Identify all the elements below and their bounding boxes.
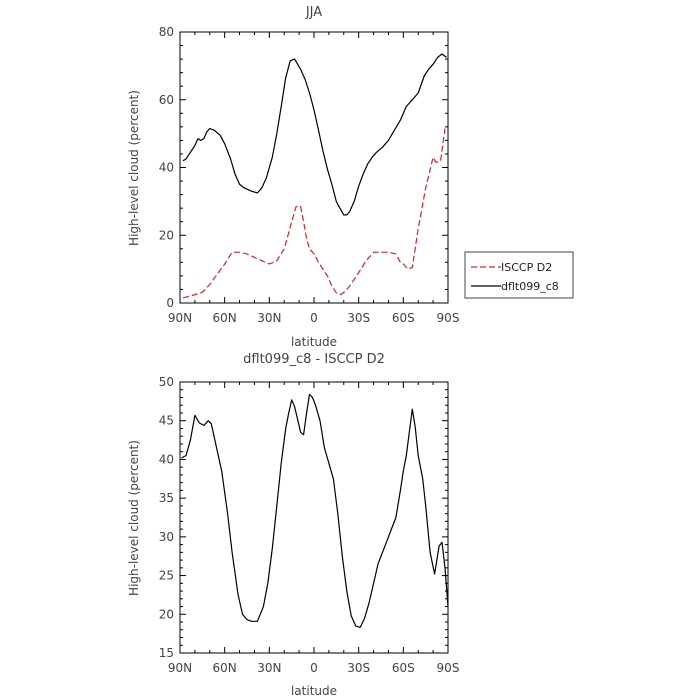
x-tick-label: 90S [437, 311, 460, 325]
x-tick-label: 60S [392, 311, 415, 325]
bottom-plot-frame [179, 381, 449, 654]
y-tick-label: 60 [159, 93, 174, 107]
y-tick-label: 80 [159, 25, 174, 39]
series-line-difference [181, 393, 449, 628]
x-tick-label: 60S [392, 661, 415, 675]
top-x-tick-labels: 90N 60N 30N 0 30S 60S 90S [168, 311, 460, 325]
top-y-tick-labels: 0 20 40 60 80 [159, 25, 174, 310]
y-tick-label: 0 [166, 296, 174, 310]
x-tick-label: 0 [310, 311, 318, 325]
bottom-chart-title: dflt099_c8 - ISCCP D2 [243, 352, 385, 367]
x-tick-label: 30S [347, 661, 370, 675]
y-tick-label: 40 [159, 452, 174, 466]
x-tick-label: 0 [310, 661, 318, 675]
top-panel: JJA 90N 60N 30N 0 30S 60S 90S 0 20 40 60 80 latitu… [127, 5, 459, 349]
y-tick-label: 35 [159, 491, 174, 505]
x-tick-label: 30N [257, 661, 281, 675]
x-tick-label: 60N [213, 311, 237, 325]
x-tick-label: 30N [257, 311, 281, 325]
legend-label-model: dflt099_c8 [501, 280, 559, 293]
y-tick-label: 40 [159, 161, 174, 175]
bottom-axis-ticks [179, 381, 449, 654]
legend-box [464, 251, 574, 299]
legend: ISCCP D2 dflt099_c8 [464, 251, 574, 299]
y-tick-label: 20 [159, 228, 174, 242]
y-tick-label: 25 [159, 569, 174, 583]
top-x-axis-label: latitude [291, 335, 337, 349]
series-line-dflt099-c8 [182, 53, 447, 216]
top-series-layer [182, 53, 447, 299]
series-line-isccp-d2 [182, 128, 446, 299]
bottom-x-tick-labels: 90N 60N 30N 0 30S 60S 90S [168, 661, 460, 675]
y-tick-label: 45 [159, 414, 174, 428]
x-tick-label: 60N [213, 661, 237, 675]
bottom-series-layer [181, 393, 449, 628]
bottom-y-axis-label: High-level cloud (percent) [127, 440, 141, 596]
bottom-panel: dflt099_c8 - ISCCP D2 90N 60N 30N 0 30S 60S 90… [127, 352, 459, 698]
legend-label-isccp: ISCCP D2 [501, 261, 552, 274]
y-tick-label: 20 [159, 607, 174, 621]
top-plot-frame [179, 31, 449, 304]
y-tick-label: 50 [159, 375, 174, 389]
top-y-axis-label: High-level cloud (percent) [127, 90, 141, 246]
bottom-x-axis-label: latitude [291, 684, 337, 698]
x-tick-label: 90N [168, 311, 192, 325]
bottom-y-tick-labels: 15 20 25 30 35 40 45 50 [159, 375, 174, 660]
top-axis-ticks [179, 31, 449, 304]
x-tick-label: 30S [347, 311, 370, 325]
top-chart-title: JJA [305, 5, 322, 20]
x-tick-label: 90N [168, 661, 192, 675]
x-tick-label: 90S [437, 661, 460, 675]
y-tick-label: 15 [159, 646, 174, 660]
y-tick-label: 30 [159, 530, 174, 544]
